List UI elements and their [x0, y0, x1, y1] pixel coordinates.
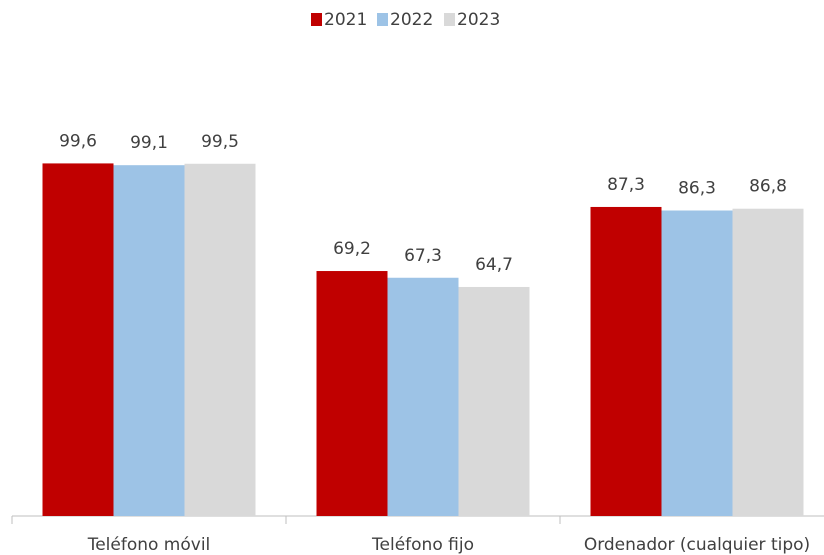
bar: [387, 277, 459, 516]
bar: [42, 163, 114, 516]
x-tick-label: Teléfono móvil: [87, 535, 211, 555]
bar: [732, 208, 804, 516]
legend-swatch: [311, 13, 322, 26]
bar: [184, 163, 256, 516]
x-tick-label: Teléfono fijo: [371, 535, 474, 555]
value-label: 99,6: [59, 131, 97, 151]
bar: [316, 271, 388, 516]
value-label: 64,7: [475, 255, 513, 275]
value-label: 86,8: [749, 177, 787, 197]
x-tick-label: Ordenador (cualquier tipo): [584, 535, 810, 555]
value-label: 87,3: [607, 175, 645, 195]
bar: [113, 165, 185, 516]
bar: [661, 210, 733, 517]
bar: [590, 206, 662, 516]
legend-swatch: [444, 13, 455, 26]
value-label: 86,3: [678, 178, 716, 198]
value-label: 99,5: [201, 132, 239, 152]
value-label: 67,3: [404, 246, 442, 266]
legend-swatch: [377, 13, 388, 26]
legend-label: 2022: [390, 10, 433, 30]
bar: [458, 286, 530, 516]
value-label: 69,2: [333, 239, 371, 259]
legend-label: 2021: [324, 10, 367, 30]
legend-label: 2023: [457, 10, 500, 30]
value-label: 99,1: [130, 133, 168, 153]
